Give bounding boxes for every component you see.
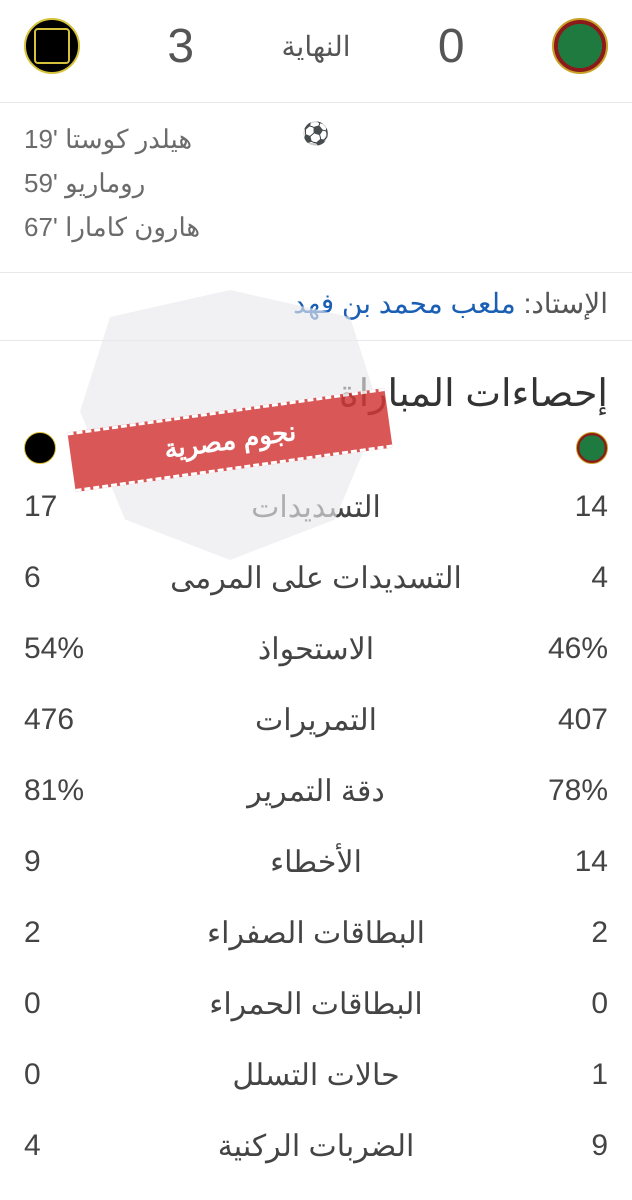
stat-value-right: 14: [498, 845, 608, 879]
stats-team-logos: [0, 432, 632, 472]
stat-value-right: 1: [498, 1058, 608, 1092]
stat-row: 14التسديدات17: [0, 472, 632, 543]
stat-value-left: 9: [24, 845, 134, 879]
stat-value-right: 4: [498, 561, 608, 595]
stat-label: الضربات الركنية: [134, 1129, 498, 1164]
stat-value-left: 6: [24, 561, 134, 595]
stat-row: 46%الاستحواذ54%: [0, 614, 632, 685]
stadium-line: الإستاد: ملعب محمد بن فهد: [0, 273, 632, 341]
stat-row: 2البطاقات الصفراء2: [0, 898, 632, 969]
stat-value-left: 17: [24, 490, 134, 524]
goals-right-col: [336, 117, 608, 250]
match-status: النهاية: [282, 30, 351, 63]
stats-title: إحصاءات المباراة: [0, 341, 632, 432]
stat-value-right: 2: [498, 916, 608, 950]
team-right-logo[interactable]: [552, 18, 608, 74]
stadium-link[interactable]: ملعب محمد بن فهد: [293, 288, 516, 319]
stat-row: 4التسديدات على المرمى6: [0, 543, 632, 614]
stat-label: دقة التمرير: [134, 774, 498, 809]
stat-row: 1حالات التسلل0: [0, 1040, 632, 1111]
stat-label: التسديدات: [134, 490, 498, 525]
stat-value-left: 476: [24, 703, 134, 737]
stat-label: التسديدات على المرمى: [134, 561, 498, 596]
stat-label: حالات التسلل: [134, 1058, 498, 1093]
stat-value-left: 0: [24, 1058, 134, 1092]
team-right-score: 0: [411, 19, 491, 74]
stat-label: البطاقات الصفراء: [134, 916, 498, 951]
stat-row: 9الضربات الركنية4: [0, 1111, 632, 1182]
stat-value-right: 14: [498, 490, 608, 524]
stat-label: البطاقات الحمراء: [134, 987, 498, 1022]
goal-entry: هيلدر كوستا '19: [24, 117, 296, 161]
stat-value-left: 2: [24, 916, 134, 950]
stat-value-right: 0: [498, 987, 608, 1021]
stats-team-left-logo[interactable]: [24, 432, 56, 464]
goal-scorers: ⚽ هيلدر كوستا '19 روماريو '59 هارون كاما…: [0, 103, 632, 273]
soccer-ball-icon: ⚽: [296, 117, 336, 250]
stadium-label: الإستاد:: [524, 288, 608, 319]
goals-left-col: هيلدر كوستا '19 روماريو '59 هارون كامارا…: [24, 117, 296, 250]
stats-table: 14التسديدات174التسديدات على المرمى646%ال…: [0, 472, 632, 1182]
stat-value-left: 0: [24, 987, 134, 1021]
team-left-logo[interactable]: [24, 18, 80, 74]
score-header: 0 النهاية 3: [0, 0, 632, 103]
stat-label: التمريرات: [134, 703, 498, 738]
stat-row: 78%دقة التمرير81%: [0, 756, 632, 827]
stat-value-left: 54%: [24, 632, 134, 666]
goal-entry: روماريو '59: [24, 161, 296, 205]
stat-value-right: 46%: [498, 632, 608, 666]
stat-value-left: 4: [24, 1129, 134, 1163]
stat-row: 0البطاقات الحمراء0: [0, 969, 632, 1040]
stat-row: 407التمريرات476: [0, 685, 632, 756]
goal-entry: هارون كامارا '67: [24, 205, 296, 249]
stat-value-left: 81%: [24, 774, 134, 808]
stat-row: 14الأخطاء9: [0, 827, 632, 898]
stat-value-right: 407: [498, 703, 608, 737]
stats-team-right-logo[interactable]: [576, 432, 608, 464]
team-left-score: 3: [141, 19, 221, 74]
stat-label: الأخطاء: [134, 845, 498, 880]
stat-value-right: 78%: [498, 774, 608, 808]
stat-value-right: 9: [498, 1129, 608, 1163]
stat-label: الاستحواذ: [134, 632, 498, 667]
